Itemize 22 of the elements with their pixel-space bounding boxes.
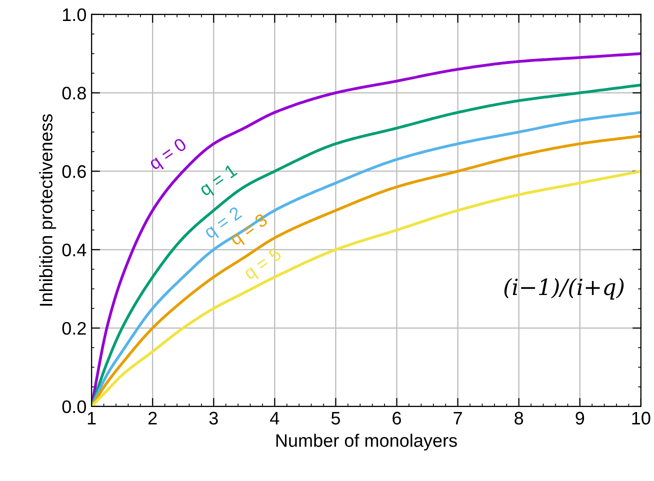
y-tick-label: 0.8: [62, 86, 86, 100]
x-tick-label: 1: [88, 412, 96, 424]
x-tick-label: 6: [392, 412, 401, 425]
x-tick-label: 10: [632, 412, 650, 425]
x-tick-label: 4: [270, 412, 280, 424]
x-tick-label: 8: [514, 412, 524, 425]
text: q = 1: [198, 164, 240, 200]
x-tick-label: 7: [454, 412, 462, 424]
x-tick-label: 2: [148, 412, 157, 424]
y-tick-label: 0.0: [62, 400, 86, 414]
y-axis-title: Inhibition protectiveness: [39, 114, 56, 306]
text: q = 0: [148, 137, 190, 174]
y-tick-label: 0.6: [62, 165, 86, 178]
x-tick-label: 9: [576, 412, 584, 425]
y-tick-label: 1.0: [62, 8, 86, 22]
x-tick-label: 3: [209, 412, 218, 425]
text: q = 5: [242, 247, 284, 283]
annotation: (i−1)/(i+q): [504, 278, 624, 300]
y-tick-label: 0.2: [62, 322, 86, 335]
x-axis-title: Number of monolayers: [276, 434, 457, 451]
x-tick-label: 5: [331, 412, 340, 425]
y-tick-label: 0.4: [62, 244, 86, 256]
